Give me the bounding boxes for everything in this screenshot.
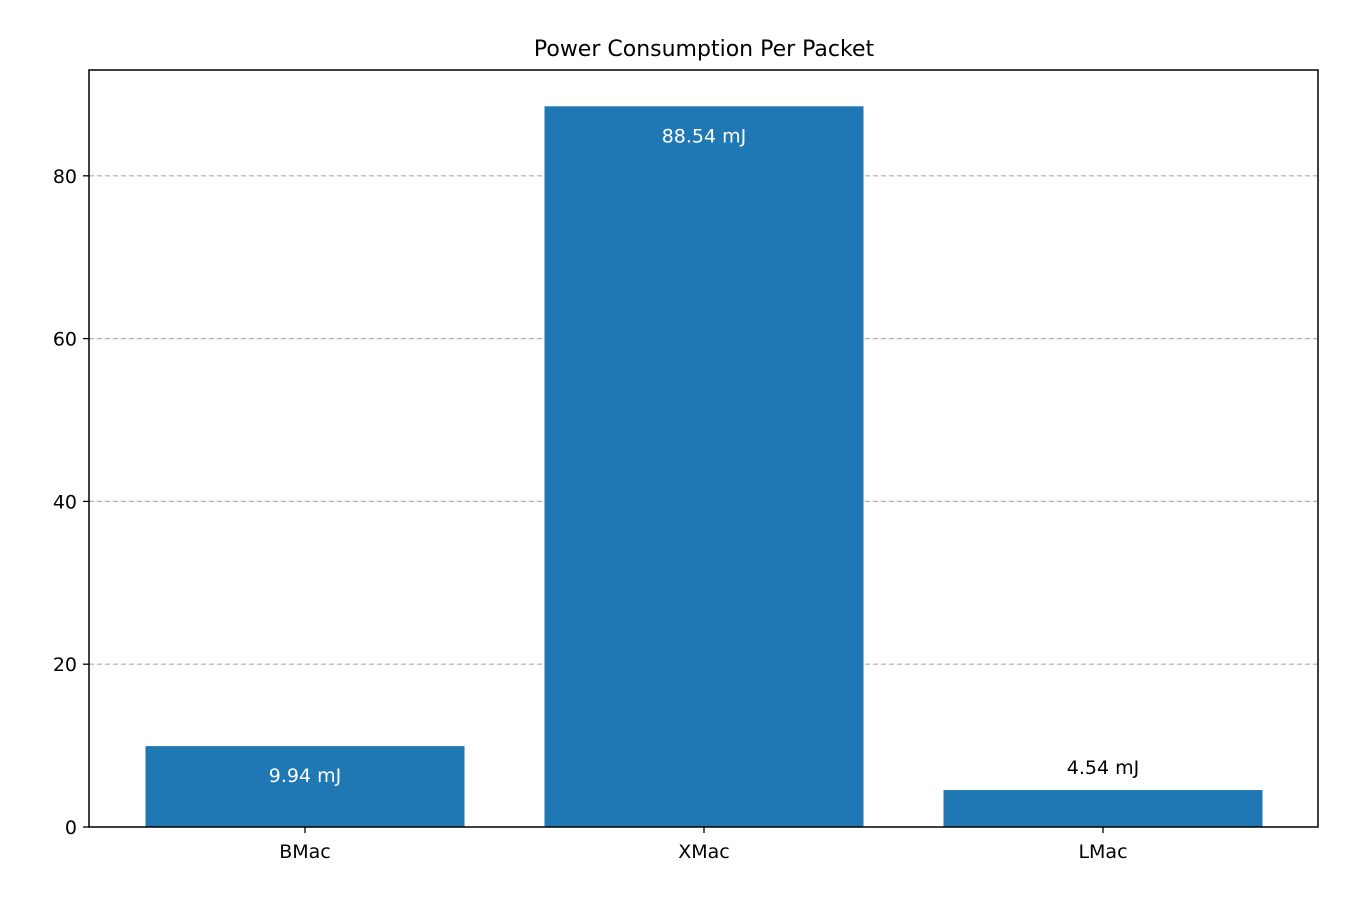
data-label-xmac: 88.54 mJ: [662, 125, 747, 147]
x-axis-ticks: BMac XMac LMac: [279, 827, 1128, 863]
x-tick-label-lmac: LMac: [1078, 841, 1127, 863]
bars: [145, 106, 1263, 827]
x-tick-label-xmac: XMac: [678, 841, 730, 863]
data-label-lmac: 4.54 mJ: [1067, 757, 1139, 779]
grid-lines: [89, 175, 1318, 665]
y-tick-label: 20: [53, 654, 77, 676]
data-labels: 9.94 mJ 88.54 mJ 4.54 mJ: [269, 125, 1139, 787]
bar-bmac: [145, 746, 465, 827]
data-label-bmac: 9.94 mJ: [269, 765, 341, 787]
bar-lmac: [943, 790, 1263, 827]
y-tick-label: 80: [53, 166, 77, 188]
y-tick-label: 60: [53, 329, 77, 351]
y-axis-ticks: 0 20 40 60 80: [53, 166, 89, 839]
x-tick-label-bmac: BMac: [279, 841, 331, 863]
y-tick-label: 40: [53, 491, 77, 513]
bar-xmac: [544, 106, 864, 827]
y-tick-label: 0: [65, 817, 77, 839]
chart-title: Power Consumption Per Packet: [534, 37, 875, 62]
